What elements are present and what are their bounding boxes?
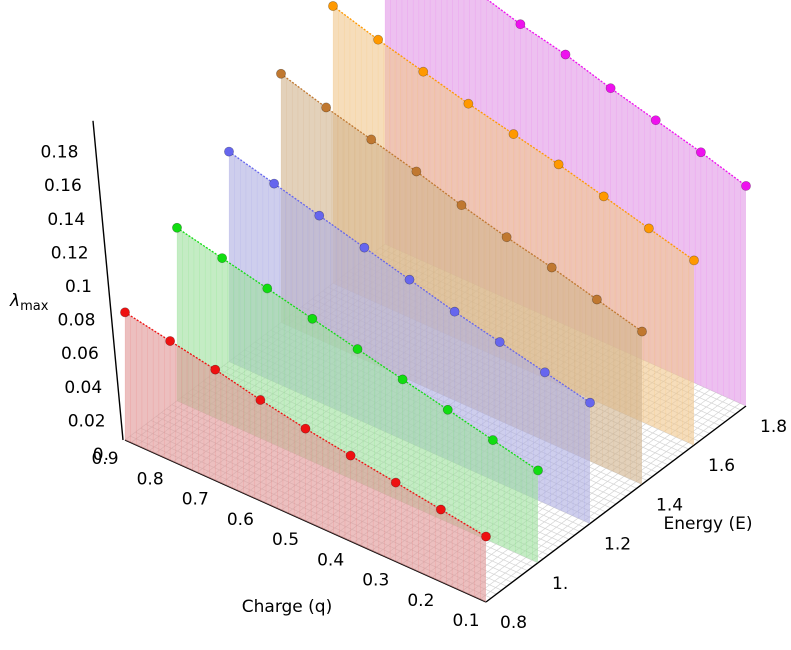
data-point bbox=[262, 283, 273, 294]
data-point bbox=[560, 49, 571, 60]
data-point bbox=[463, 98, 474, 109]
series-area bbox=[177, 227, 538, 563]
data-point bbox=[598, 191, 609, 202]
data-point bbox=[321, 102, 332, 113]
data-point bbox=[637, 326, 647, 337]
series-layer bbox=[120, 0, 751, 602]
data-point bbox=[373, 34, 384, 45]
data-point bbox=[591, 294, 602, 305]
data-point bbox=[553, 159, 564, 170]
z-axis-label-sub: max bbox=[20, 299, 49, 314]
data-point bbox=[366, 134, 377, 145]
z-tick-label: 0.08 bbox=[58, 311, 96, 331]
x-tick-label: 0.1 bbox=[452, 611, 479, 631]
data-point bbox=[172, 222, 182, 233]
x-tick-label: 0.5 bbox=[272, 530, 299, 550]
data-point bbox=[359, 242, 370, 253]
y-tick-label: 1.8 bbox=[760, 417, 787, 437]
y-tick-label: 1.4 bbox=[656, 495, 683, 515]
data-point bbox=[449, 306, 460, 317]
x-tick-label: 0.3 bbox=[362, 571, 389, 591]
data-point bbox=[546, 262, 557, 273]
data-point bbox=[328, 1, 338, 11]
data-point bbox=[300, 423, 311, 434]
data-point bbox=[165, 336, 176, 346]
data-point bbox=[217, 253, 228, 263]
x-tick-label: 0.7 bbox=[182, 490, 209, 510]
z-tick-label: 0.14 bbox=[47, 210, 85, 230]
z-tick-label: 0.06 bbox=[61, 344, 99, 364]
data-point bbox=[210, 364, 221, 375]
data-point bbox=[605, 83, 616, 94]
x-axis-label: Charge (q) bbox=[242, 597, 332, 617]
z-axis-label: λmax bbox=[9, 291, 49, 314]
series-area bbox=[229, 151, 590, 524]
data-point bbox=[307, 313, 318, 324]
x-tick-label: 0.2 bbox=[407, 591, 434, 611]
z-axis-line bbox=[92, 120, 124, 441]
data-point bbox=[585, 397, 595, 408]
data-point bbox=[435, 504, 446, 515]
data-point bbox=[494, 337, 505, 347]
data-point bbox=[314, 210, 325, 221]
y-axis-line bbox=[485, 405, 747, 603]
y-tick-label: 1. bbox=[552, 574, 568, 594]
z-tick-label: 0.02 bbox=[68, 411, 106, 431]
data-point bbox=[539, 367, 550, 378]
z-tick-label: 0.04 bbox=[64, 378, 102, 398]
x-tick-label: 0.9 bbox=[91, 449, 118, 469]
data-point bbox=[418, 66, 429, 77]
data-point bbox=[352, 344, 363, 354]
z-tick-label: 0. bbox=[93, 445, 109, 465]
y-tick-label: 1.2 bbox=[604, 535, 631, 555]
data-point bbox=[276, 68, 286, 79]
data-point bbox=[442, 404, 453, 415]
data-point bbox=[689, 255, 699, 266]
data-point bbox=[345, 450, 356, 461]
data-point bbox=[255, 395, 266, 405]
data-point bbox=[269, 178, 280, 189]
data-point bbox=[643, 223, 654, 234]
data-point bbox=[390, 477, 401, 488]
z-tick-label: 0.18 bbox=[41, 143, 79, 163]
data-point bbox=[411, 166, 422, 177]
tick-labels: 0.9 0.8 0.7 0.6 0.5 0.4 0.3 0.2 0.1 0.8 1. 1.2 1.4 1.… bbox=[41, 143, 788, 633]
y-axis-label: Energy (E) bbox=[664, 514, 753, 534]
data-point bbox=[741, 181, 751, 191]
z-tick-label: 0.12 bbox=[51, 243, 89, 263]
series-line bbox=[280, 73, 643, 333]
data-point bbox=[508, 129, 519, 139]
x-tick-label: 0.8 bbox=[137, 469, 164, 489]
data-point bbox=[650, 115, 661, 126]
data-point bbox=[481, 531, 491, 542]
data-point bbox=[533, 465, 543, 476]
data-point bbox=[224, 146, 234, 157]
data-point bbox=[456, 200, 467, 211]
data-point bbox=[501, 232, 512, 243]
x-tick-label: 0.6 bbox=[227, 510, 254, 530]
data-point bbox=[120, 307, 130, 318]
z-tick-label: 0.1 bbox=[65, 277, 92, 297]
series-0.8 bbox=[120, 307, 491, 602]
z-axis-label-main: λ bbox=[9, 291, 20, 311]
data-point bbox=[695, 147, 706, 158]
y-tick-label: 1.6 bbox=[708, 456, 735, 476]
x-tick-label: 0.4 bbox=[317, 550, 344, 570]
data-point bbox=[515, 19, 526, 30]
data-point bbox=[487, 435, 498, 445]
y-tick-label: 0.8 bbox=[500, 613, 527, 633]
data-point bbox=[404, 274, 415, 285]
z-tick-label: 0.16 bbox=[44, 176, 82, 196]
data-point bbox=[397, 374, 408, 385]
series-area bbox=[125, 312, 486, 602]
